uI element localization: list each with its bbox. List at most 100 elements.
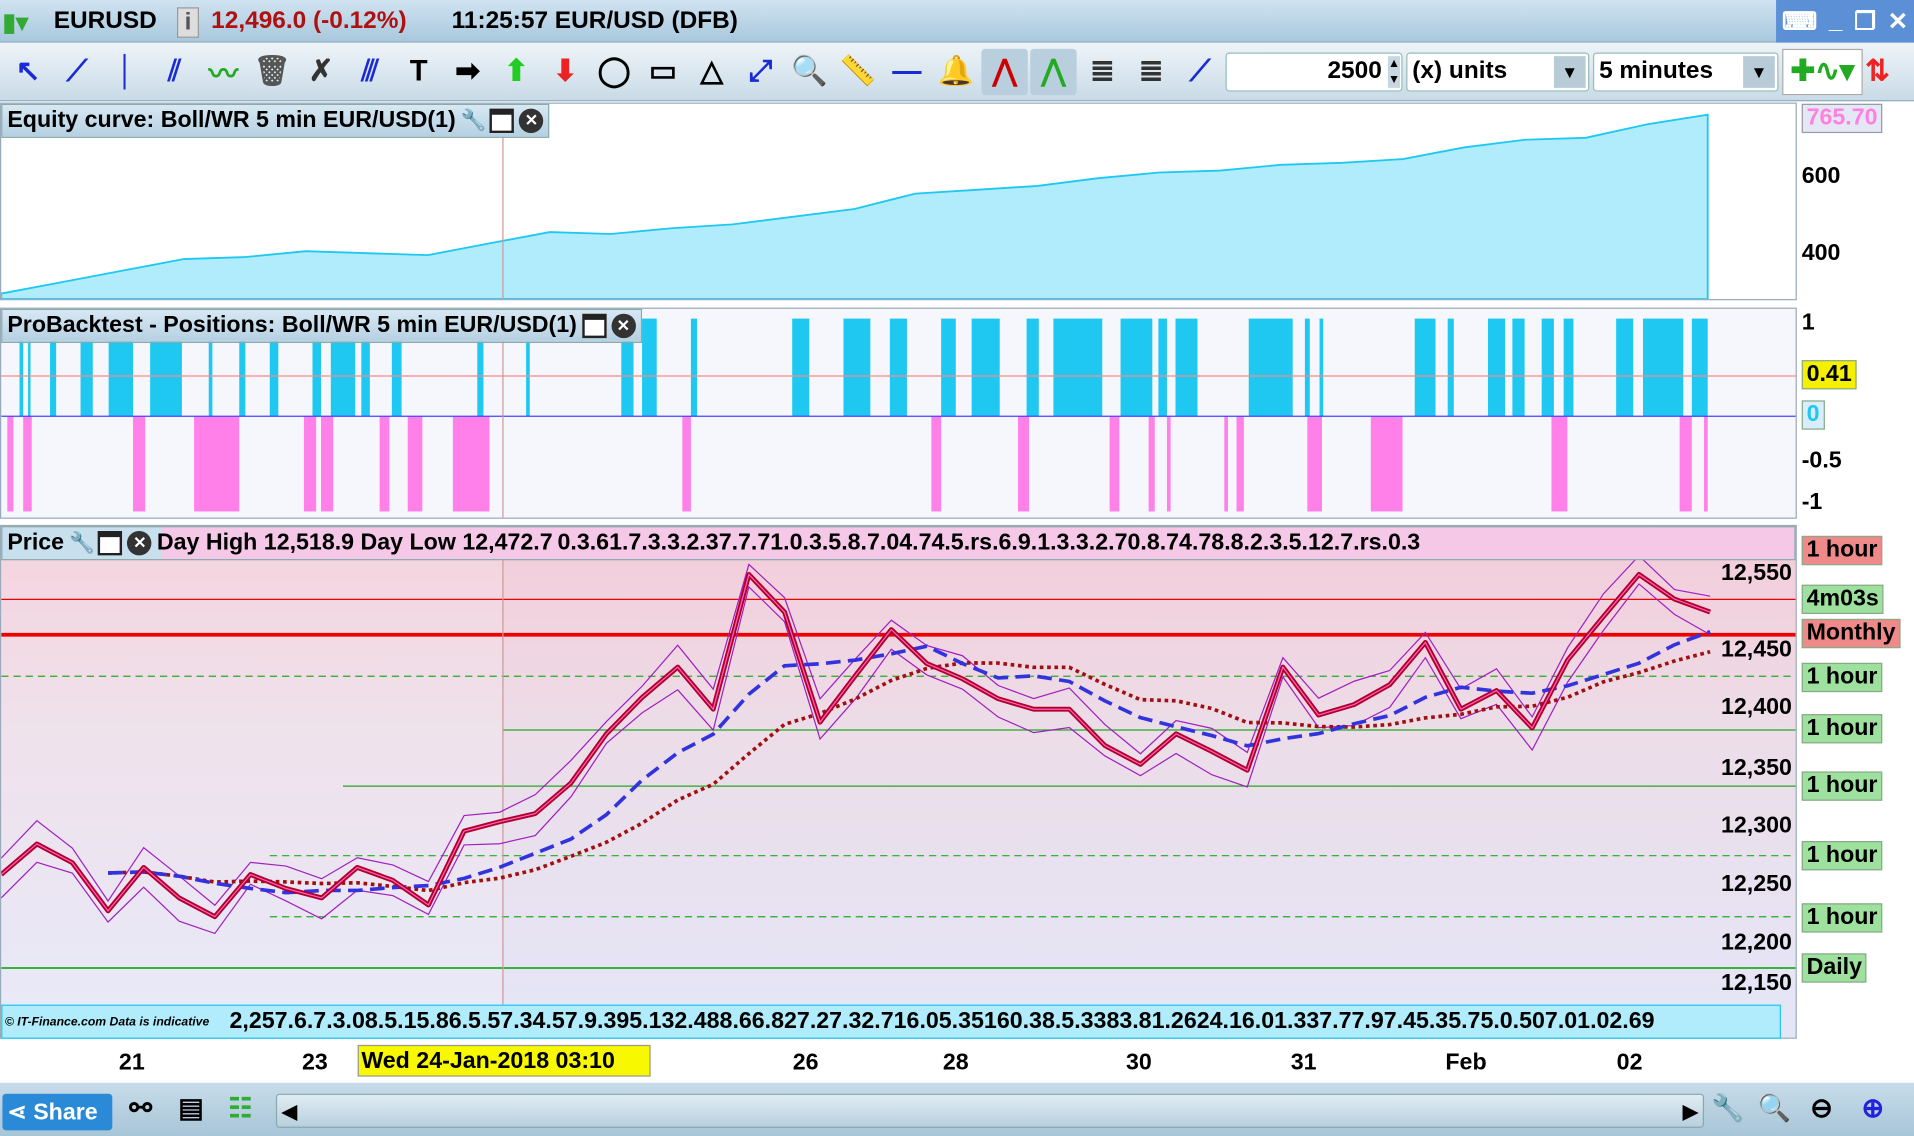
short-position-bar [7,416,14,512]
date-label: 26 [792,1049,819,1076]
chevron-down-icon[interactable]: ▼ [1743,55,1775,88]
units-select[interactable]: (x) units ▼ [1406,51,1590,91]
cursor-date-label: Wed 24-Jan-2018 03:10 [357,1044,651,1077]
long-position-bar [269,318,279,417]
trade-list-icon[interactable]: ▤ [178,1092,204,1124]
symbol[interactable]: EURUSD [53,7,157,35]
long-position-bar [19,318,24,417]
retracement-icon[interactable]: ≣ [1089,54,1115,88]
close-icon[interactable]: ✕ [127,530,152,556]
chart-settings-icon[interactable]: 🔧 [1711,1092,1745,1124]
link-icon[interactable]: ⚯ [129,1092,152,1124]
trendlines-icon[interactable]: 〰 [208,58,239,92]
short-position-bar [133,416,146,512]
equity-area [1,113,1709,300]
trade-values-strip: © IT-Finance.com Data is indicative 2,25… [1,1004,1781,1039]
long-position-bar [1026,318,1039,417]
moving-average-fast [107,629,1711,895]
long-position-bar [843,318,871,417]
auto-zoom-icon[interactable]: 🔍 [1757,1092,1792,1124]
positions-current-value: 0.41 [1801,360,1857,390]
long-position-bar [1158,318,1167,417]
date-axis[interactable]: 21 23 26 28 30 31 Feb 02 Wed 24-Jan-2018 03:10 [0,1040,1797,1080]
history-shade [1,526,503,1005]
long-position-bar [1643,318,1684,417]
share-button[interactable]: ⋖ Share [2,1093,113,1131]
timeframe-select[interactable]: 5 minutes ▼ [1592,51,1779,91]
window-icon[interactable] [581,313,607,339]
restore-icon[interactable]: ❐ [1854,8,1876,36]
zoom-icon[interactable]: 🔍 [791,54,828,88]
zoom-in-icon[interactable]: ⊕ [1861,1092,1885,1124]
fibonacci-fan-icon[interactable]: ⋀ [981,48,1028,95]
chevron-down-icon[interactable]: ▼ [1553,55,1586,88]
wrench-icon[interactable]: 🔧 [68,530,95,555]
bollinger-lower [1,583,1711,935]
arrow-up-icon[interactable]: ⬆ [504,54,529,88]
channel-icon[interactable]: ⫽ [168,54,182,88]
price-tick: 12,300 [1720,812,1792,839]
alert-bell-icon[interactable]: 🔔 [937,54,975,88]
trash-icon[interactable]: 🗑 [253,54,291,88]
fibonacci-icon[interactable]: ⋀ [1030,48,1077,95]
minimize-icon[interactable]: _ [1828,7,1843,35]
close-icon[interactable]: ✕ [1887,8,1909,36]
positions-tick: -1 [1801,489,1823,516]
info-icon[interactable]: i [176,7,199,38]
trade-values: 2,257.6.7.3.08.5.15.86.5.57.34.57.9.395.… [229,1008,1655,1034]
window-icon[interactable] [489,108,515,134]
long-position-bar [1319,318,1324,417]
ellipse-icon[interactable]: ◯ [597,54,631,88]
equity-title: Equity curve: Boll/WR 5 min EUR/USD(1) [7,107,456,134]
retracement2-icon[interactable]: ≣ [1138,54,1164,88]
horizontal-scrollbar[interactable]: ◀ ▶ [275,1093,1705,1128]
short-position-bar [1224,416,1228,512]
price-header: Price 🔧 ✕ Day High 12,518.9 Day Low 12,472.… [1,526,1796,561]
order-book-icon[interactable]: ☷ [228,1092,253,1124]
short-position-bar [194,416,240,512]
long-position-bar [642,318,657,417]
arrow-down-icon[interactable]: ⬇ [552,54,578,88]
tools-icon[interactable]: ✗ [308,54,334,88]
segment-icon[interactable]: ⤢ [748,54,773,88]
triangle-icon[interactable]: △ [700,54,723,88]
price-chart [1,526,1796,1005]
date-label: 21 [118,1049,145,1076]
pointer-tool[interactable]: ↖ [15,54,41,88]
stepper-arrows-icon[interactable]: ▲ ▼ [1388,55,1401,88]
arrow-right-icon[interactable]: ➡ [455,54,480,88]
vertical-line-icon[interactable]: │ [116,54,135,88]
trade-arrows-icon[interactable]: ⇅ [1865,54,1890,88]
scroll-right-icon[interactable]: ▶ [1682,1102,1698,1124]
wrench-icon[interactable]: 🔧 [460,108,487,132]
window-icon[interactable] [98,530,123,556]
zoom-out-icon[interactable]: ⊖ [1810,1092,1833,1124]
price-title: Price [7,529,65,556]
scroll-left-icon[interactable]: ◀ [281,1102,298,1124]
long-position-bar [526,318,530,417]
price-level-tag: 4m03s [1801,584,1884,614]
equity-header: Equity curve: Boll/WR 5 min EUR/USD(1) 🔧 ✕ [1,103,550,138]
parallel-lines-icon[interactable]: ⫻ [361,54,379,88]
units-value: (x) units [1412,57,1508,85]
positions-tick: 1 [1801,310,1815,336]
long-position-bar [941,318,956,417]
short-position-bar [23,416,32,512]
close-icon[interactable]: ✕ [611,313,636,339]
candlestick-icon[interactable]: ▮▾ [2,9,29,37]
long-position-bar [239,318,246,417]
text-icon[interactable]: T [409,54,428,88]
ruler-icon[interactable]: 📏 [839,54,877,88]
keyboard-icon[interactable]: ⌨ [1781,8,1818,36]
add-indicator-button[interactable]: ✚∿▾ [1782,48,1863,95]
equity-last-value: 765.70 [1801,103,1883,134]
short-position-bar [1148,416,1155,512]
price-level-tag: 1 hour [1801,771,1883,801]
rectangle-icon[interactable]: ▭ [648,54,677,88]
quantity-stepper[interactable]: 2500 ▲ ▼ [1225,51,1403,91]
pencil-line-icon[interactable]: ⟋ [1189,54,1211,88]
line-tool-icon[interactable]: ⟋ [66,54,88,88]
horizontal-line-icon[interactable]: — [892,54,922,88]
copyright: © IT-Finance.com Data is indicative [4,1014,210,1029]
close-icon[interactable]: ✕ [519,108,544,134]
